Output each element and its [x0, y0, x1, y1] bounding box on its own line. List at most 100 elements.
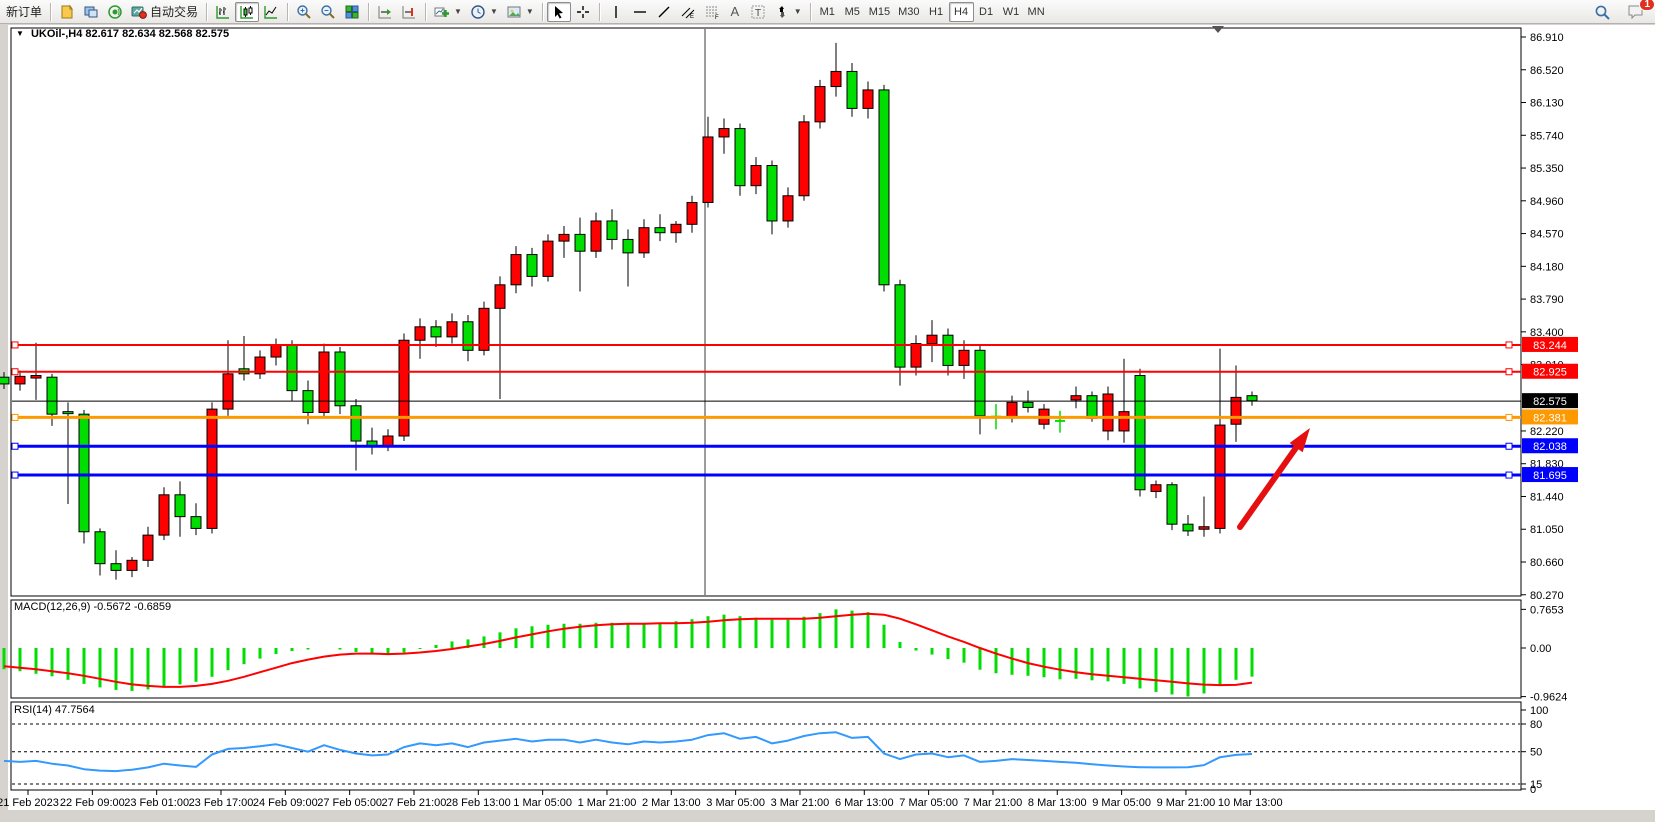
- candle-body: [14, 375, 26, 385]
- price-badge-label: 81.695: [1533, 470, 1567, 482]
- chart-shift-button[interactable]: [397, 2, 421, 22]
- bar-chart-button[interactable]: [211, 2, 235, 22]
- price-badge: [1522, 336, 1578, 352]
- toolbar-separator: [598, 2, 600, 21]
- candle-body: [126, 559, 138, 571]
- templates-button[interactable]: ▼: [502, 2, 538, 22]
- svg-text:F: F: [715, 15, 719, 20]
- candle-body: [254, 356, 266, 375]
- price-badge: [1522, 393, 1578, 409]
- tile-windows-button[interactable]: [340, 2, 364, 22]
- candle-body: [46, 376, 58, 415]
- main-pane[interactable]: [10, 27, 1522, 597]
- candle-body: [510, 254, 522, 286]
- candle-body: [1246, 395, 1258, 402]
- timeframe-h4-button[interactable]: H4: [948, 1, 974, 22]
- horizontal-line-tool-button[interactable]: [628, 2, 652, 22]
- candlestick-chart-button[interactable]: [235, 1, 260, 22]
- price-axis-tick-label: 86.910: [1530, 32, 1564, 44]
- candle-body: [846, 70, 858, 109]
- timeframe-mn-button[interactable]: MN: [1024, 2, 1049, 22]
- indicators-button[interactable]: ▼: [430, 2, 466, 22]
- channel-tool-button[interactable]: E: [676, 2, 700, 22]
- line-handle-right[interactable]: [1505, 368, 1513, 376]
- price-badge-label: 82.925: [1533, 367, 1567, 379]
- candle-body: [750, 165, 762, 187]
- zoom-in-button[interactable]: [292, 2, 316, 22]
- candle-body: [78, 413, 90, 533]
- macd-axis-tick-label: -0.9624: [1530, 692, 1567, 704]
- time-axis-label: 10 Mar 13:00: [1218, 797, 1283, 809]
- bar-chart-icon: [215, 4, 231, 20]
- line-chart-button[interactable]: [259, 2, 283, 22]
- time-axis-label: 9 Mar 05:00: [1092, 797, 1151, 809]
- chart-ohlc-values: 82.617 82.634 82.568 82.575: [85, 28, 230, 40]
- candle-body: [798, 121, 810, 197]
- text-label-tool-button[interactable]: T: [746, 2, 770, 22]
- time-axis-label: 27 Feb 21:00: [382, 797, 447, 809]
- rsi-axis-tick-label: 0: [1530, 784, 1536, 796]
- timeframe-m30-button[interactable]: M30: [894, 2, 923, 22]
- candle-body: [766, 165, 778, 222]
- profiles-button[interactable]: [79, 2, 103, 22]
- line-handle-left[interactable]: [11, 442, 19, 450]
- trendline-tool-button[interactable]: [652, 2, 676, 22]
- candle-body: [574, 233, 586, 252]
- line-handle-left[interactable]: [11, 471, 19, 479]
- quote-dropdown-icon[interactable]: ▼: [16, 29, 24, 38]
- rsi-axis-tick-label: 100: [1530, 705, 1548, 717]
- timeframe-m1-button[interactable]: M1: [815, 2, 840, 22]
- arrows-tool-button[interactable]: ▼: [770, 2, 806, 22]
- search-button[interactable]: [1590, 2, 1615, 22]
- candle-body: [286, 344, 298, 392]
- rsi-name: RSI(14): [14, 704, 52, 716]
- rsi-pane[interactable]: [10, 701, 1522, 791]
- new-chart-button[interactable]: [55, 2, 79, 22]
- time-axis-label: 1 Mar 05:00: [513, 797, 572, 809]
- zoom-out-button[interactable]: [316, 2, 340, 22]
- timeframe-w1-button[interactable]: W1: [999, 2, 1024, 22]
- line-handle-right[interactable]: [1505, 341, 1513, 349]
- time-axis-label: 7 Mar 05:00: [899, 797, 958, 809]
- macd-values: -0.5672 -0.6859: [93, 601, 172, 613]
- toolbar-separator: [425, 2, 427, 21]
- candle-body: [110, 563, 122, 571]
- line-handle-right[interactable]: [1505, 442, 1513, 450]
- vertical-line-tool-button[interactable]: [604, 2, 628, 22]
- timeframe-m15-button[interactable]: M15: [865, 2, 894, 22]
- time-axis-label: 9 Mar 21:00: [1157, 797, 1216, 809]
- timeframe-h1-button[interactable]: H1: [924, 2, 949, 22]
- trend-arrow-shaft[interactable]: [1237, 438, 1304, 530]
- time-axis-label: 8 Mar 13:00: [1028, 797, 1087, 809]
- fibonacci-tool-button[interactable]: F: [700, 2, 724, 22]
- line-handle-left[interactable]: [11, 413, 19, 421]
- trend-arrow-head[interactable]: [1289, 428, 1310, 453]
- periods-button[interactable]: ▼: [466, 2, 502, 22]
- timeframe-group: M1 M5 M15 M30 H1 H4 D1 W1 MN: [815, 1, 1049, 22]
- line-handle-left[interactable]: [11, 341, 19, 349]
- cursor-tool-button[interactable]: [546, 1, 571, 22]
- chart-shift-marker[interactable]: [1212, 26, 1224, 33]
- line-handle-right[interactable]: [1505, 471, 1513, 479]
- new-order-button[interactable]: 新订单: [2, 2, 46, 22]
- toolbar-separator: [206, 2, 208, 21]
- macd-pane[interactable]: [10, 599, 1522, 699]
- text-tool-button[interactable]: A: [724, 2, 746, 22]
- candle-body: [526, 254, 538, 277]
- alerts-button[interactable]: [103, 2, 127, 22]
- price-axis-tick-label: 84.180: [1530, 261, 1564, 273]
- price-axis-tick-label: 85.350: [1530, 163, 1564, 175]
- crosshair-tool-button[interactable]: [571, 2, 595, 22]
- line-handle-left[interactable]: [11, 368, 19, 376]
- auto-scroll-button[interactable]: [373, 2, 397, 22]
- candle-body: [0, 376, 10, 385]
- line-handle-right[interactable]: [1505, 413, 1513, 421]
- timeframe-m5-button[interactable]: M5: [840, 2, 865, 22]
- timeframe-d1-button[interactable]: D1: [974, 2, 999, 22]
- dropdown-caret: ▼: [525, 7, 534, 16]
- candle-body: [1070, 395, 1082, 401]
- fibonacci-icon: F: [704, 4, 720, 21]
- svg-text:E: E: [690, 14, 694, 20]
- autotrading-button[interactable]: 自动交易: [127, 2, 202, 22]
